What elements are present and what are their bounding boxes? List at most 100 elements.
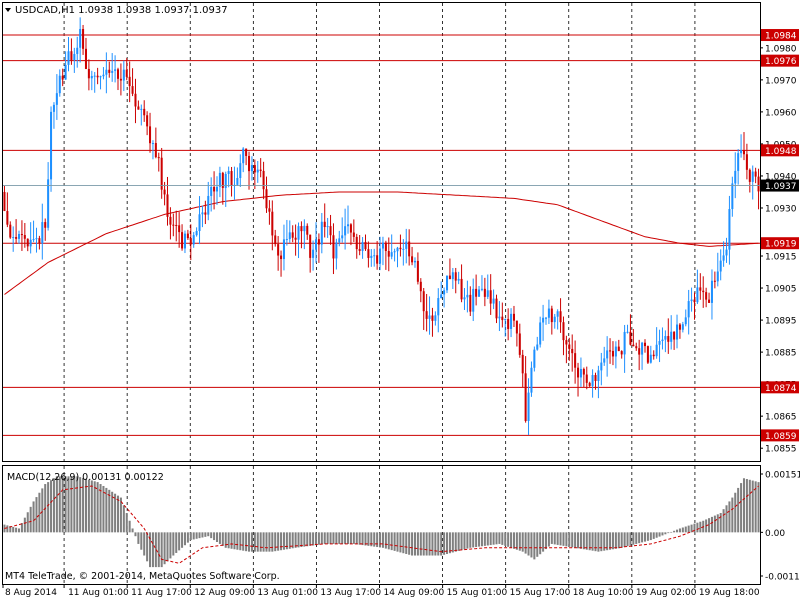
candle-body — [79, 28, 82, 48]
macd-histogram-bar — [122, 505, 125, 533]
macd-histogram-bar — [425, 532, 428, 556]
macd-histogram-bar — [233, 532, 236, 550]
macd-histogram-bar — [134, 532, 137, 537]
candle-body — [3, 191, 6, 212]
candle-body — [149, 126, 152, 144]
macd-histogram-bar — [530, 532, 533, 558]
candle-body — [218, 172, 221, 187]
candle-body — [606, 350, 609, 359]
candle-body — [649, 354, 652, 363]
time-tick-label: 8 Aug 2014 — [5, 588, 57, 598]
macd-histogram-bar — [38, 492, 41, 533]
macd-histogram-bar — [623, 532, 626, 548]
candle-body — [338, 238, 341, 243]
macd-histogram-bar — [320, 532, 323, 545]
candle-body — [99, 76, 102, 78]
macd-histogram-bar — [12, 526, 15, 533]
macd-histogram-bar — [568, 532, 571, 547]
candle-body — [696, 287, 699, 303]
candle-body — [122, 69, 125, 81]
macd-histogram-bar — [268, 532, 271, 552]
candle-body — [93, 75, 96, 77]
macd-histogram-bar — [742, 478, 746, 533]
macd-histogram-bar — [539, 532, 542, 555]
macd-histogram-bar — [207, 532, 210, 537]
macd-histogram-bar — [163, 532, 166, 565]
macd-histogram-bar — [629, 532, 632, 546]
chevron-down-icon[interactable] — [5, 8, 11, 12]
macd-histogram-bar — [670, 531, 673, 533]
macd-histogram-bar — [454, 532, 457, 552]
macd-histogram-bar — [160, 532, 163, 568]
macd-histogram-bar — [728, 501, 731, 533]
macd-histogram-bar — [667, 532, 670, 534]
candle-body — [125, 69, 128, 77]
macd-histogram-bar — [381, 532, 384, 548]
candle-body — [157, 157, 160, 159]
macd-histogram-bar — [6, 525, 9, 533]
macd-histogram-bar — [108, 489, 111, 533]
macd-histogram-bar — [90, 480, 93, 533]
candle-body — [710, 280, 713, 303]
macd-histogram-bar — [99, 484, 102, 533]
candle-body — [186, 233, 189, 239]
candle-body — [297, 226, 300, 240]
macd-histogram-bar — [300, 532, 303, 548]
macd-histogram-bar — [745, 479, 748, 533]
candle-body — [480, 288, 483, 290]
candle-body — [15, 237, 18, 239]
candle-body — [114, 69, 117, 71]
macd-histogram-bar — [149, 532, 152, 568]
candle-body — [166, 194, 169, 217]
macd-histogram-bar — [413, 532, 417, 556]
macd-histogram-bar — [527, 532, 530, 556]
price-tick-label: 1.0855 — [765, 445, 797, 455]
macd-histogram-bar — [710, 516, 713, 533]
macd-histogram-bar — [606, 532, 609, 551]
level-price-tag-bg — [761, 381, 799, 394]
macd-histogram-bar — [437, 532, 440, 556]
candle-body — [722, 255, 725, 261]
candle-body — [361, 241, 364, 251]
macd-histogram-bar — [50, 480, 53, 533]
candle-body — [614, 346, 617, 357]
macd-histogram-bar — [146, 532, 149, 562]
candle-body — [20, 233, 23, 236]
level-price-tag: 1.0919 — [765, 240, 797, 250]
candle-body — [282, 239, 285, 260]
candle-body — [655, 344, 658, 357]
macd-histogram-bar — [210, 532, 213, 539]
candle-body — [399, 247, 402, 250]
candle-body — [163, 189, 166, 195]
candle-body — [530, 367, 533, 393]
macd-histogram-bar — [297, 532, 300, 548]
symbol-dropdown-arrow[interactable] — [5, 8, 11, 12]
macd-histogram-bar — [335, 532, 338, 544]
macd-histogram-bar — [309, 532, 312, 546]
candle-body — [524, 373, 527, 421]
candle-body — [466, 294, 469, 298]
candle-body — [745, 154, 748, 170]
macd-histogram-bar — [609, 532, 612, 550]
candle-body — [262, 170, 265, 190]
macd-histogram-bar — [393, 532, 396, 551]
candle-body — [437, 298, 440, 316]
candle-body — [344, 226, 347, 236]
macd-histogram-bar — [20, 523, 23, 533]
level-price-tags: 1.0984 1.0976 1.0948 1.0919 1.0874 1.0859 1.09… — [761, 29, 799, 442]
time-tick-label: 18 Aug 10:00 — [573, 588, 634, 598]
candle-body — [544, 317, 548, 319]
macd-histogram-bar — [428, 532, 431, 556]
candle-body — [131, 86, 134, 94]
candle-body — [41, 222, 44, 244]
candle-body — [55, 93, 58, 105]
candle-body — [17, 233, 21, 239]
price-tick-label: 1.0905 — [765, 285, 797, 295]
macd-histogram-bar — [111, 491, 114, 533]
macd-histogram-bar — [582, 532, 585, 550]
candle-body — [169, 216, 172, 225]
macd-histogram-bar — [483, 532, 486, 546]
candle-body — [475, 288, 478, 297]
